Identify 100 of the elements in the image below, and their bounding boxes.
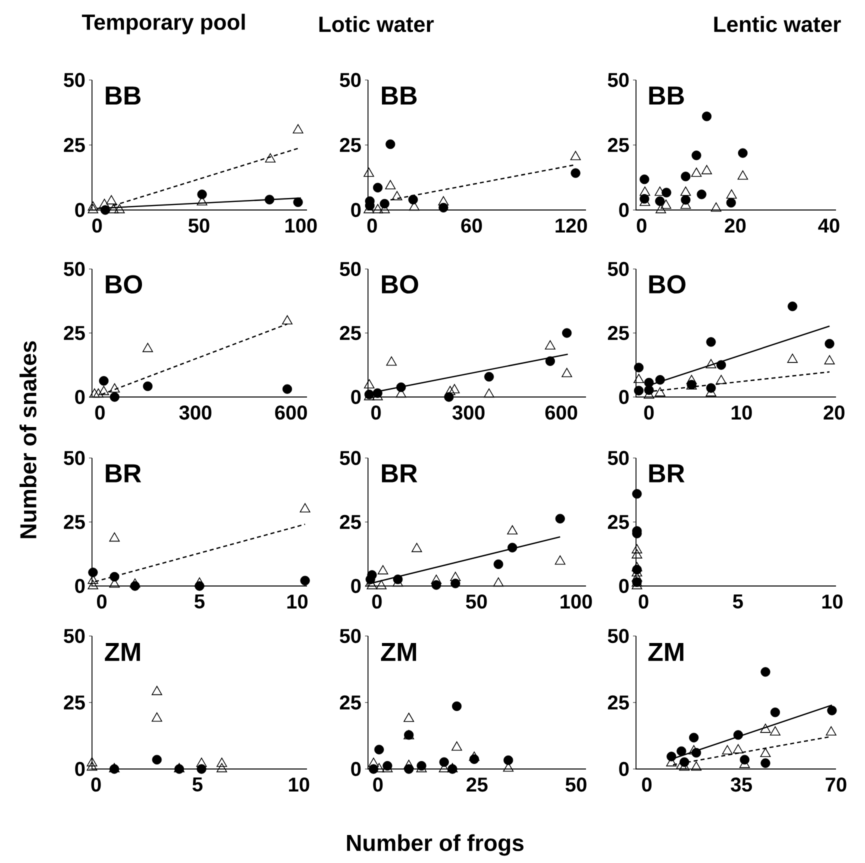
y-tick-label: 50 <box>340 628 361 644</box>
x-tick-label: 0 <box>95 406 105 420</box>
point <box>562 328 572 338</box>
point <box>770 726 780 736</box>
x-tick-label: 0 <box>367 218 377 233</box>
y-tick-label: 50 <box>64 262 85 276</box>
x-tick-label: 20 <box>724 218 746 233</box>
point <box>99 198 110 208</box>
point <box>439 757 449 767</box>
point <box>716 360 726 370</box>
point <box>544 340 556 350</box>
point <box>686 374 697 384</box>
point <box>787 354 798 363</box>
annotation: BR <box>382 464 418 482</box>
point <box>760 758 770 768</box>
point <box>106 195 117 204</box>
point <box>88 204 98 214</box>
point <box>216 758 228 767</box>
point <box>468 752 480 761</box>
point <box>452 701 462 712</box>
point <box>300 576 310 586</box>
point <box>86 761 98 771</box>
x-tick-label: 10 <box>822 594 843 609</box>
x-tick-label: 0 <box>91 778 101 792</box>
point <box>570 168 580 178</box>
point <box>726 189 737 199</box>
x-tick-label: 5 <box>194 594 205 608</box>
point <box>396 382 406 392</box>
annotation: BO <box>106 275 142 294</box>
point <box>404 712 414 722</box>
point <box>545 356 555 366</box>
x-tick-label: 0 <box>642 778 652 792</box>
point <box>368 758 379 767</box>
y-tick-label: 0 <box>351 578 361 594</box>
point <box>691 168 702 177</box>
annotation: ZM <box>104 643 140 661</box>
point <box>88 568 98 578</box>
point <box>507 525 518 534</box>
point <box>508 542 518 552</box>
x-tick-label: 0 <box>372 594 382 609</box>
y-tick-label: 50 <box>340 262 361 276</box>
point <box>292 124 304 134</box>
y-tick-label: 0 <box>75 578 85 594</box>
y-tick-label: 50 <box>608 72 629 88</box>
point <box>444 386 456 396</box>
point <box>826 726 836 736</box>
point <box>408 194 418 204</box>
annotation: BR <box>649 464 685 482</box>
point <box>706 358 716 368</box>
point <box>770 708 780 718</box>
point <box>152 754 162 764</box>
point <box>666 752 676 762</box>
point <box>632 544 642 554</box>
chart-title: Temporary pool <box>82 14 245 34</box>
y-tick-label: 50 <box>64 450 85 466</box>
point <box>493 577 504 587</box>
annotation: BO <box>382 275 418 294</box>
annotation: ZM <box>648 643 684 661</box>
point <box>634 362 644 372</box>
point <box>392 190 402 200</box>
chart-title: Lotic water <box>319 16 434 32</box>
point <box>738 170 748 180</box>
point <box>680 186 691 196</box>
x-tick-label: 100 <box>560 594 592 609</box>
point <box>431 574 442 584</box>
y-tick-label: 50 <box>64 72 85 88</box>
x-axis-title: Number of frogs <box>347 834 524 856</box>
y-tick-label: 50 <box>608 628 629 644</box>
y-axis-title: Number of snakes <box>20 341 36 538</box>
point <box>194 577 205 587</box>
point <box>634 386 644 396</box>
point <box>109 383 120 393</box>
point <box>555 514 565 524</box>
y-tick-label: 50 <box>340 72 361 88</box>
point <box>660 200 672 209</box>
point <box>114 204 125 214</box>
point <box>680 172 690 182</box>
point <box>738 148 748 158</box>
point <box>438 196 449 206</box>
y-tick-label: 25 <box>608 326 629 340</box>
point <box>152 686 162 696</box>
point <box>109 532 120 542</box>
point <box>696 190 706 200</box>
point <box>824 355 835 364</box>
x-tick-label: 5 <box>192 778 202 792</box>
y-tick-label: 0 <box>619 390 629 404</box>
point <box>632 562 642 572</box>
point <box>380 198 390 209</box>
y-tick-label: 50 <box>64 628 85 644</box>
x-tick-label: 600 <box>545 406 578 420</box>
y-tick-label: 25 <box>340 514 361 530</box>
y-tick-label: 25 <box>340 695 361 710</box>
annotation: BR <box>106 464 142 482</box>
point <box>701 164 712 174</box>
point <box>706 337 716 347</box>
point <box>110 572 120 582</box>
point <box>632 489 642 499</box>
point <box>484 388 494 398</box>
annotation: BO <box>649 275 686 294</box>
point <box>152 712 162 722</box>
